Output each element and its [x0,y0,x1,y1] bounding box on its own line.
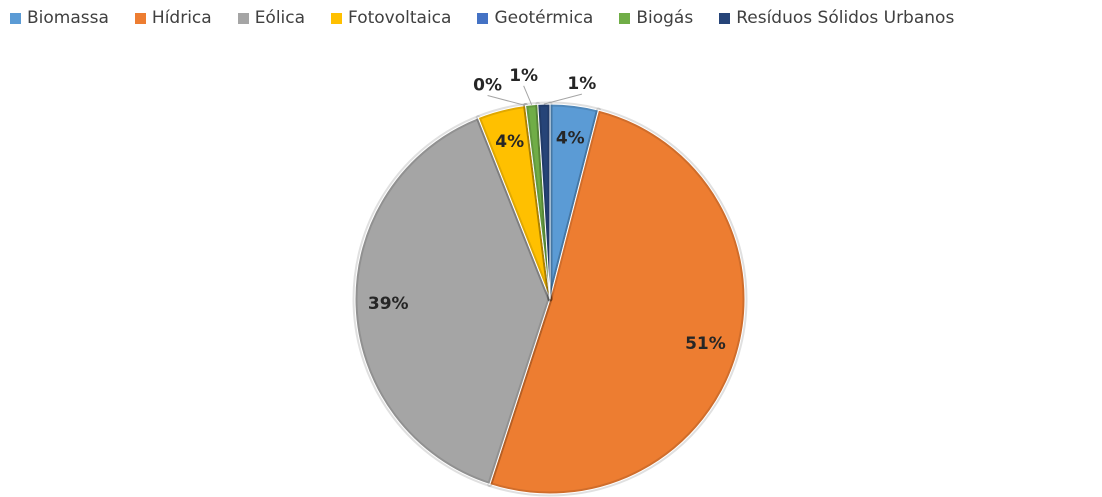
data-label: 1% [509,66,538,86]
legend-item: Hídrica [134,8,212,28]
data-label: 1% [567,74,596,94]
leader-line [487,95,526,107]
legend-label: Geotérmica [494,8,594,28]
legend-item: Biogás [619,8,693,28]
slice-edge [354,117,551,486]
legend-swatch [719,12,731,24]
legend-swatch [477,12,489,24]
data-label: 39% [368,294,409,314]
leader-line [543,93,583,105]
legend-swatch [237,12,249,24]
legend-swatch [134,12,146,24]
legend-label: Biogás [636,8,694,28]
legend-swatch [619,12,631,24]
legend-item: Fotovoltaica [331,8,451,28]
data-label: 0% [473,76,502,96]
data-label: 51% [685,334,726,354]
legend-item: Eólica [237,8,306,28]
legend-swatch [331,12,343,24]
legend-swatch [10,12,21,24]
legend: Biomassa Hídrica Eólica Fotovoltaica Geotérm… [10,8,954,28]
legend-label: Fotovoltaica [348,8,452,28]
data-label: 4% [556,128,585,148]
legend-item: Resíduos Sólidos Urbanos [719,8,954,28]
legend-label: Biomassa [27,8,109,28]
leader-line [523,85,533,106]
legend-item: Geotérmica [477,8,593,28]
legend-item: Biomassa [10,8,109,28]
legend-label: Hídrica [151,8,212,28]
legend-label: Resíduos Sólidos Urbanos [736,8,955,28]
slice-edge [489,109,746,495]
data-label: 4% [495,132,524,152]
legend-label: Eólica [254,8,306,28]
